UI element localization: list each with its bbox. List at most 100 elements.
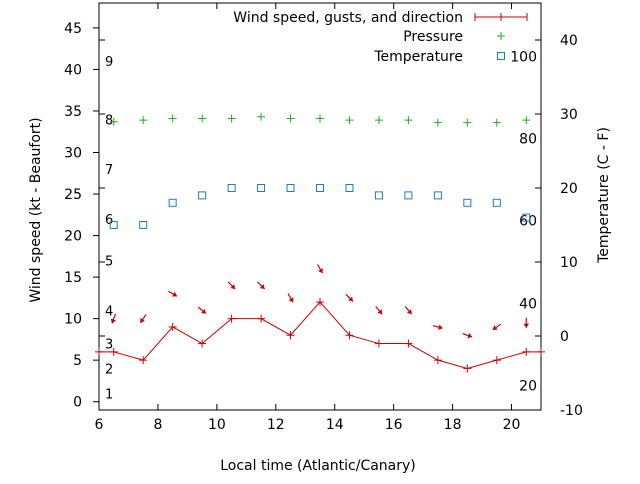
wind-point — [95, 347, 103, 356]
pressure-point — [316, 114, 324, 123]
y-tick-label: 40 — [64, 62, 82, 78]
wind-arrow — [404, 306, 413, 315]
x-axis-label: Local time (Atlantic/Canary) — [220, 458, 416, 474]
wind-point — [168, 322, 177, 331]
wind-arrow — [345, 293, 354, 302]
temperature-point — [345, 184, 354, 192]
temperature-series — [109, 184, 531, 229]
wind-arrow — [139, 314, 147, 324]
wind-arrow — [168, 290, 178, 297]
legend: Wind speed, gusts, and direction Pressur… — [233, 10, 528, 65]
pressure-point — [286, 114, 295, 123]
y-tick-label: 5 — [73, 353, 82, 369]
wind-arrow — [287, 293, 294, 303]
pressure-point — [227, 114, 236, 123]
temperature-point — [168, 198, 177, 207]
temperature-point — [433, 191, 442, 200]
wind-arrow — [432, 324, 443, 330]
x-tick-label: 6 — [95, 417, 104, 433]
x-axis: 6 8 10 12 14 16 18 20 — [95, 3, 520, 433]
beaufort-label: 2 — [105, 362, 113, 377]
y2-tick-label: 40 — [560, 33, 578, 49]
fahrenheit-label: 20 — [519, 379, 537, 395]
y-axis-left: 0 5 10 15 20 25 30 35 40 45 — [64, 21, 99, 411]
legend-swatch-temperature — [497, 52, 505, 60]
temperature-point — [522, 213, 531, 222]
y-tick-label: 45 — [64, 21, 82, 37]
temperature-point — [257, 184, 266, 192]
fahrenheit-label: 100 — [510, 49, 537, 65]
y-tick-label: 35 — [64, 104, 82, 120]
fahrenheit-label: 40 — [519, 296, 537, 312]
legend-label-wind: Wind speed, gusts, and direction — [233, 10, 463, 26]
wind-point — [227, 314, 236, 323]
fahrenheit-label: 80 — [519, 131, 537, 147]
temperature-point — [139, 221, 148, 229]
x-tick-label: 10 — [208, 417, 226, 433]
wind-point — [257, 314, 266, 323]
wind-point — [198, 339, 207, 348]
pressure-point — [374, 116, 383, 125]
wind-arrow — [110, 313, 117, 324]
plot-frame — [98, 2, 542, 411]
wind-arrow — [492, 323, 502, 331]
y-tick-label: 20 — [64, 229, 82, 245]
pressure-point — [345, 116, 354, 125]
y-tick-label: 15 — [64, 270, 82, 286]
pressure-point — [109, 117, 118, 126]
wind-point — [404, 339, 413, 348]
wind-point — [433, 356, 442, 365]
beaufort-label: 1 — [105, 387, 113, 402]
beaufort-label: 6 — [105, 213, 113, 228]
temperature-point — [492, 198, 501, 207]
wind-point — [345, 331, 354, 340]
wind-point — [316, 298, 324, 307]
wind-arrow — [257, 281, 266, 290]
wind-series — [95, 298, 545, 373]
beaufort-label: 5 — [105, 254, 113, 269]
pressure-point — [522, 116, 531, 125]
x-tick-label: 18 — [444, 417, 462, 433]
wind-point — [537, 347, 545, 356]
temperature-point — [227, 184, 236, 192]
pressure-point — [139, 116, 148, 125]
pressure-point — [463, 118, 472, 127]
legend-label-temperature: Temperature — [373, 49, 463, 65]
temperature-point — [374, 191, 383, 200]
temperature-point — [109, 221, 118, 229]
pressure-point — [168, 114, 177, 123]
wind-arrow — [523, 317, 530, 328]
wind-arrow — [227, 281, 236, 290]
y-tick-label: 25 — [64, 187, 82, 203]
wind-point — [139, 356, 148, 365]
legend-swatch-wind — [474, 13, 528, 21]
y-axis-right: -10 0 10 20 30 40 — [99, 33, 583, 419]
y2-tick-label: 20 — [560, 181, 578, 197]
y-axis-label: Wind speed (kt - Beaufort) — [28, 117, 44, 302]
y-tick-label: 10 — [64, 312, 82, 328]
x-tick-label: 12 — [267, 417, 285, 433]
wind-line — [99, 301, 541, 369]
temperature-point — [286, 184, 295, 192]
beaufort-label: 9 — [105, 55, 113, 70]
wind-arrow — [316, 264, 324, 274]
y2-tick-label: 10 — [560, 255, 578, 271]
pressure-point — [257, 112, 266, 121]
pressure-point — [433, 118, 442, 127]
temperature-point — [404, 191, 413, 200]
wind-arrow — [375, 306, 383, 315]
wind-arrow — [197, 306, 207, 315]
y2-tick-label: -10 — [560, 403, 583, 419]
wind-point — [286, 331, 295, 340]
y2-tick-label: 0 — [560, 329, 569, 345]
x-tick-label: 8 — [153, 417, 162, 433]
y2-tick-label: 30 — [560, 107, 578, 123]
y2-axis-label: Temperature (C - F) — [596, 127, 612, 264]
wind-point — [463, 364, 472, 373]
temperature-point — [463, 198, 472, 207]
wind-direction-arrows — [110, 264, 530, 339]
wind-point — [374, 339, 383, 348]
beaufort-label: 8 — [105, 113, 113, 128]
